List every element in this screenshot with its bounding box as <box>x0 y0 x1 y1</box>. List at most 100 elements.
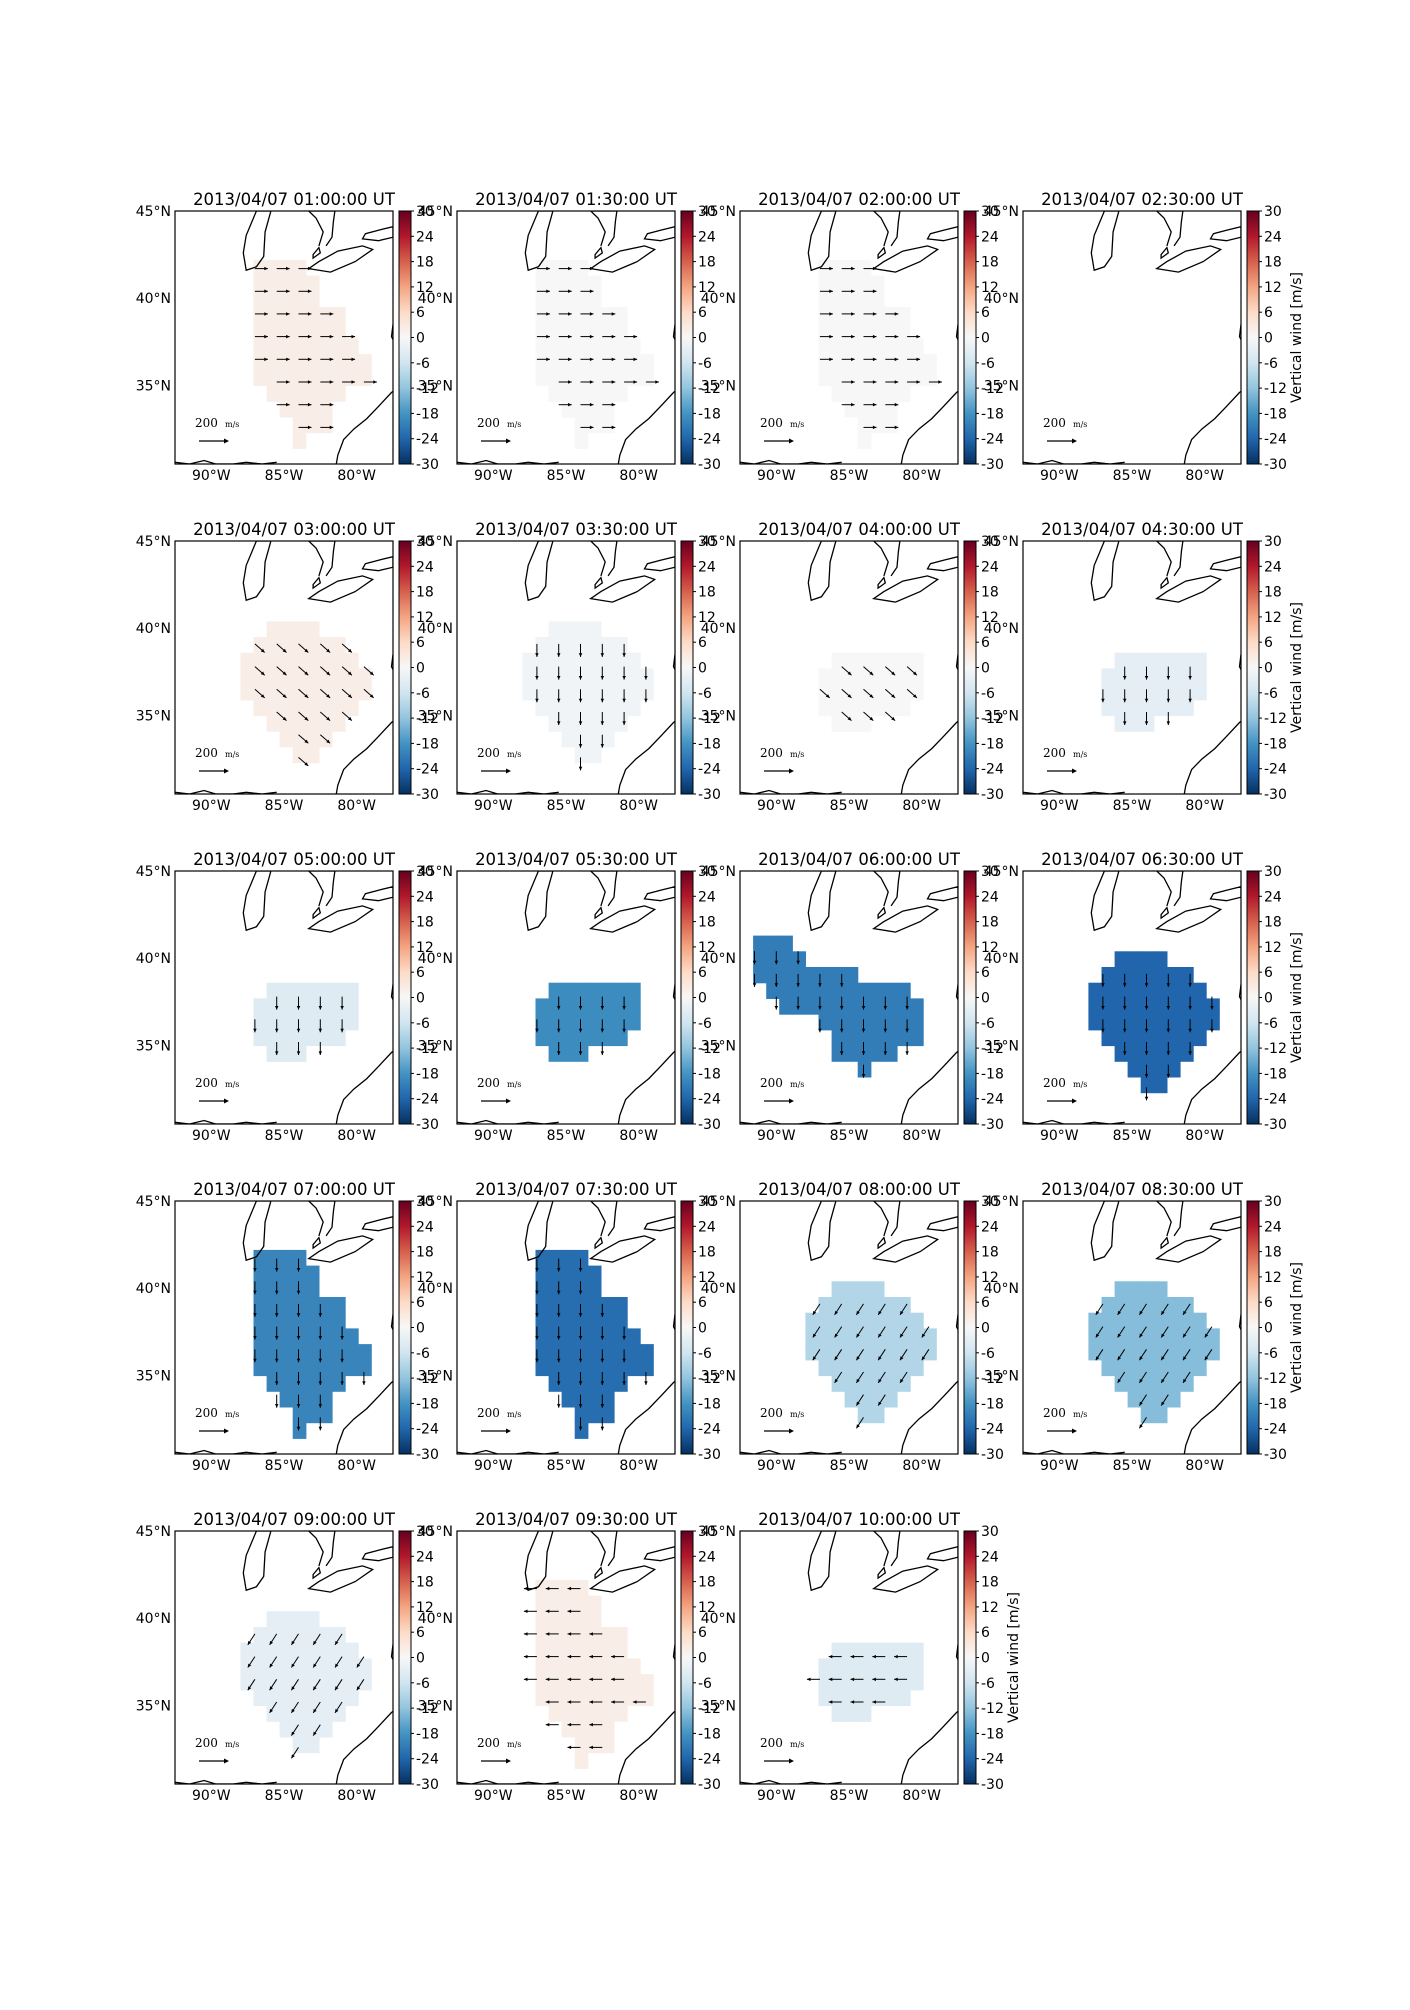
panel-frame <box>456 210 676 465</box>
wind-cell <box>857 1406 872 1424</box>
wind-arrowhead <box>282 648 287 653</box>
wind-arrowhead <box>260 671 265 676</box>
wind-cell <box>1114 1029 1129 1047</box>
wind-cell <box>332 668 346 685</box>
wind-cell <box>831 652 846 669</box>
wind-cell <box>883 1045 898 1062</box>
lake-st-clair <box>877 906 887 920</box>
wind-cell <box>1166 699 1181 717</box>
colorbar-tick-label: 24 <box>981 1219 999 1235</box>
wind-cell <box>318 715 333 732</box>
lake-st-clair <box>877 1566 887 1580</box>
lake-erie <box>588 1235 657 1263</box>
wind-cell <box>1114 1281 1129 1298</box>
wind-cell <box>857 1281 872 1298</box>
wind-cell <box>522 668 537 685</box>
wind-cell <box>548 652 563 669</box>
wind-cell <box>253 1297 268 1314</box>
reference-arrow-head <box>506 438 511 444</box>
lake-ontario <box>643 886 675 902</box>
longitude-label: 85°W <box>547 468 586 484</box>
wind-cell <box>831 1705 846 1722</box>
colorbar-tick-label: 12 <box>981 940 999 956</box>
colorbar-scale <box>1246 870 1260 1125</box>
colorbar-tick-label: 12 <box>416 940 434 956</box>
lake-michigan <box>807 541 837 602</box>
wind-cell <box>614 668 628 685</box>
colorbar-tick-label: 30 <box>981 1194 999 1210</box>
wind-cell <box>561 1029 576 1047</box>
wind-cell <box>1153 1297 1168 1314</box>
wind-arrowhead <box>567 1700 572 1704</box>
lake-michigan <box>242 1201 272 1262</box>
wind-cell <box>818 1014 833 1031</box>
wind-cell <box>766 967 780 984</box>
wind-cell <box>614 1297 628 1314</box>
wind-cell <box>1153 1406 1168 1424</box>
wind-arrowhead <box>535 653 539 657</box>
wind-cell <box>358 1359 372 1377</box>
map-area <box>740 1201 958 1454</box>
wind-arrowhead <box>1188 698 1192 703</box>
wind-cell <box>548 1249 563 1267</box>
wind-cell <box>1180 1328 1194 1345</box>
wind-cell <box>279 715 294 732</box>
wind-cell <box>600 401 615 418</box>
wind-cell <box>870 652 885 669</box>
wind-arrowhead <box>264 334 268 339</box>
wind-cell <box>857 259 872 277</box>
wind-cell <box>535 1689 550 1707</box>
wind-cell <box>292 731 307 748</box>
wind-cell <box>587 1281 602 1298</box>
wind-cell <box>305 998 320 1015</box>
lake-erie <box>306 575 375 603</box>
wind-cell <box>574 1281 589 1298</box>
wind-cell <box>548 1281 563 1298</box>
wind-cell <box>318 1344 333 1361</box>
longitude-label: 80°W <box>902 1128 941 1144</box>
wind-cell <box>883 385 898 402</box>
wind-arrowhead <box>318 1336 323 1340</box>
wind-cell <box>1114 1297 1129 1314</box>
wind-arrowhead <box>260 694 265 698</box>
longitude-label: 90°W <box>757 468 796 484</box>
wind-cell <box>844 1391 859 1408</box>
colorbar-tick-label: 0 <box>416 331 425 347</box>
lake-erie <box>588 575 657 603</box>
wind-cell <box>1140 699 1155 717</box>
wind-cell <box>910 652 924 669</box>
wind-arrowhead <box>1144 676 1149 680</box>
panel-frame <box>174 1200 394 1455</box>
colorbar-scale <box>1246 1200 1260 1455</box>
atlantic-coast <box>617 654 675 794</box>
wind-cell <box>857 1642 872 1659</box>
latitude-label: 45°N <box>984 534 1019 550</box>
wind-cell <box>292 1014 307 1031</box>
wind-cell <box>600 1344 615 1361</box>
colorbar-tick-label: 24 <box>1264 1219 1282 1235</box>
colorbar-tick-label: 0 <box>698 661 707 677</box>
wind-cell <box>305 275 320 292</box>
wind-arrowhead <box>557 1290 561 1295</box>
wind-arrowhead <box>578 1051 583 1055</box>
wind-vectors <box>752 951 909 1078</box>
wind-cell <box>883 401 898 418</box>
colorbar-tick-label: -18 <box>1264 1066 1287 1082</box>
wind-cell <box>844 1642 859 1659</box>
wind-cell <box>535 1344 550 1361</box>
wind-cell <box>1101 967 1116 984</box>
wind-cell <box>1140 1312 1155 1329</box>
wind-cell <box>883 699 898 717</box>
longitude-label: 80°W <box>902 1788 941 1804</box>
panel-frame <box>1022 210 1242 465</box>
longitude-label: 90°W <box>192 1788 231 1804</box>
wind-cell <box>548 1674 563 1691</box>
wind-cell <box>857 668 872 685</box>
wind-cell <box>266 259 281 277</box>
wind-arrowhead <box>900 1356 904 1361</box>
wind-cell <box>587 1406 602 1424</box>
wind-arrowhead <box>253 1028 257 1033</box>
